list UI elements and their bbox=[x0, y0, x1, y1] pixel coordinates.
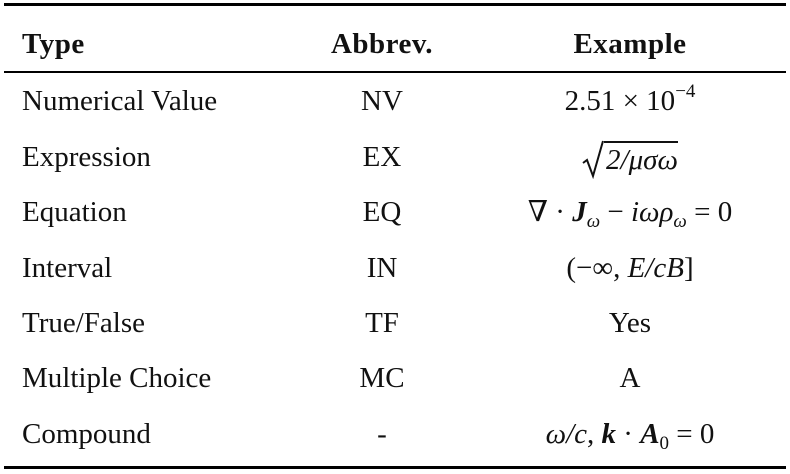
abbrev-cell: NV bbox=[361, 85, 403, 117]
math: = 0 bbox=[686, 196, 733, 228]
math: E/cB bbox=[627, 252, 684, 284]
math: A bbox=[619, 362, 641, 394]
mid-rule bbox=[4, 71, 786, 73]
math-sub: ω bbox=[586, 211, 601, 232]
math: Yes bbox=[608, 307, 652, 339]
abbrev-cell: MC bbox=[359, 362, 405, 394]
math: (−∞, bbox=[566, 252, 628, 284]
math-sup: −4 bbox=[675, 81, 696, 102]
example-cell: A bbox=[470, 351, 790, 405]
abbrev-cell: IN bbox=[366, 252, 398, 284]
type-cell: Numerical Value bbox=[22, 85, 218, 117]
math: ] bbox=[683, 252, 694, 284]
type-cell: True/False bbox=[22, 307, 145, 339]
example-cell: ω/c, k · A0 = 0 bbox=[470, 407, 790, 461]
math: iωρ bbox=[630, 196, 674, 228]
type-cell: Multiple Choice bbox=[22, 362, 212, 394]
math: A bbox=[640, 418, 660, 450]
math: , bbox=[587, 418, 602, 450]
math-sub: ω bbox=[673, 211, 687, 232]
math: ∇ · bbox=[527, 196, 573, 228]
math: = 0 bbox=[669, 418, 715, 450]
example-cell: (−∞, E/cB] bbox=[470, 241, 790, 295]
type-cell: Expression bbox=[22, 141, 151, 173]
abbrev-cell: - bbox=[377, 418, 387, 450]
math: ω/c bbox=[545, 418, 588, 450]
bottom-rule bbox=[4, 466, 786, 469]
math: · bbox=[616, 418, 641, 450]
math: 2.51 × 10 bbox=[564, 85, 676, 117]
example-cell: ∇ · Jω − iωρω = 0 bbox=[470, 185, 790, 239]
abbrev-cell: EX bbox=[362, 141, 402, 173]
math: 2/μσω bbox=[604, 141, 678, 177]
example-cell: 2/μσω bbox=[470, 130, 790, 184]
header-cell: Type bbox=[22, 28, 85, 60]
radical-sign bbox=[582, 141, 605, 180]
example-cell: Yes bbox=[470, 296, 790, 350]
math: k bbox=[601, 418, 617, 450]
abbrev-cell: TF bbox=[365, 307, 399, 339]
abbrev-cell: EQ bbox=[362, 196, 402, 228]
math: J bbox=[572, 196, 587, 228]
type-cell: Compound bbox=[22, 418, 151, 450]
example-cell: 2.51 × 10−4 bbox=[470, 74, 790, 128]
header-cell: Abbrev. bbox=[330, 28, 434, 60]
math: − bbox=[600, 196, 631, 228]
type-cell: Equation bbox=[22, 196, 127, 228]
top-rule bbox=[4, 3, 786, 6]
type-cell: Interval bbox=[22, 252, 113, 284]
math-sub: 0 bbox=[659, 433, 670, 454]
header-cell: Example bbox=[573, 28, 687, 60]
